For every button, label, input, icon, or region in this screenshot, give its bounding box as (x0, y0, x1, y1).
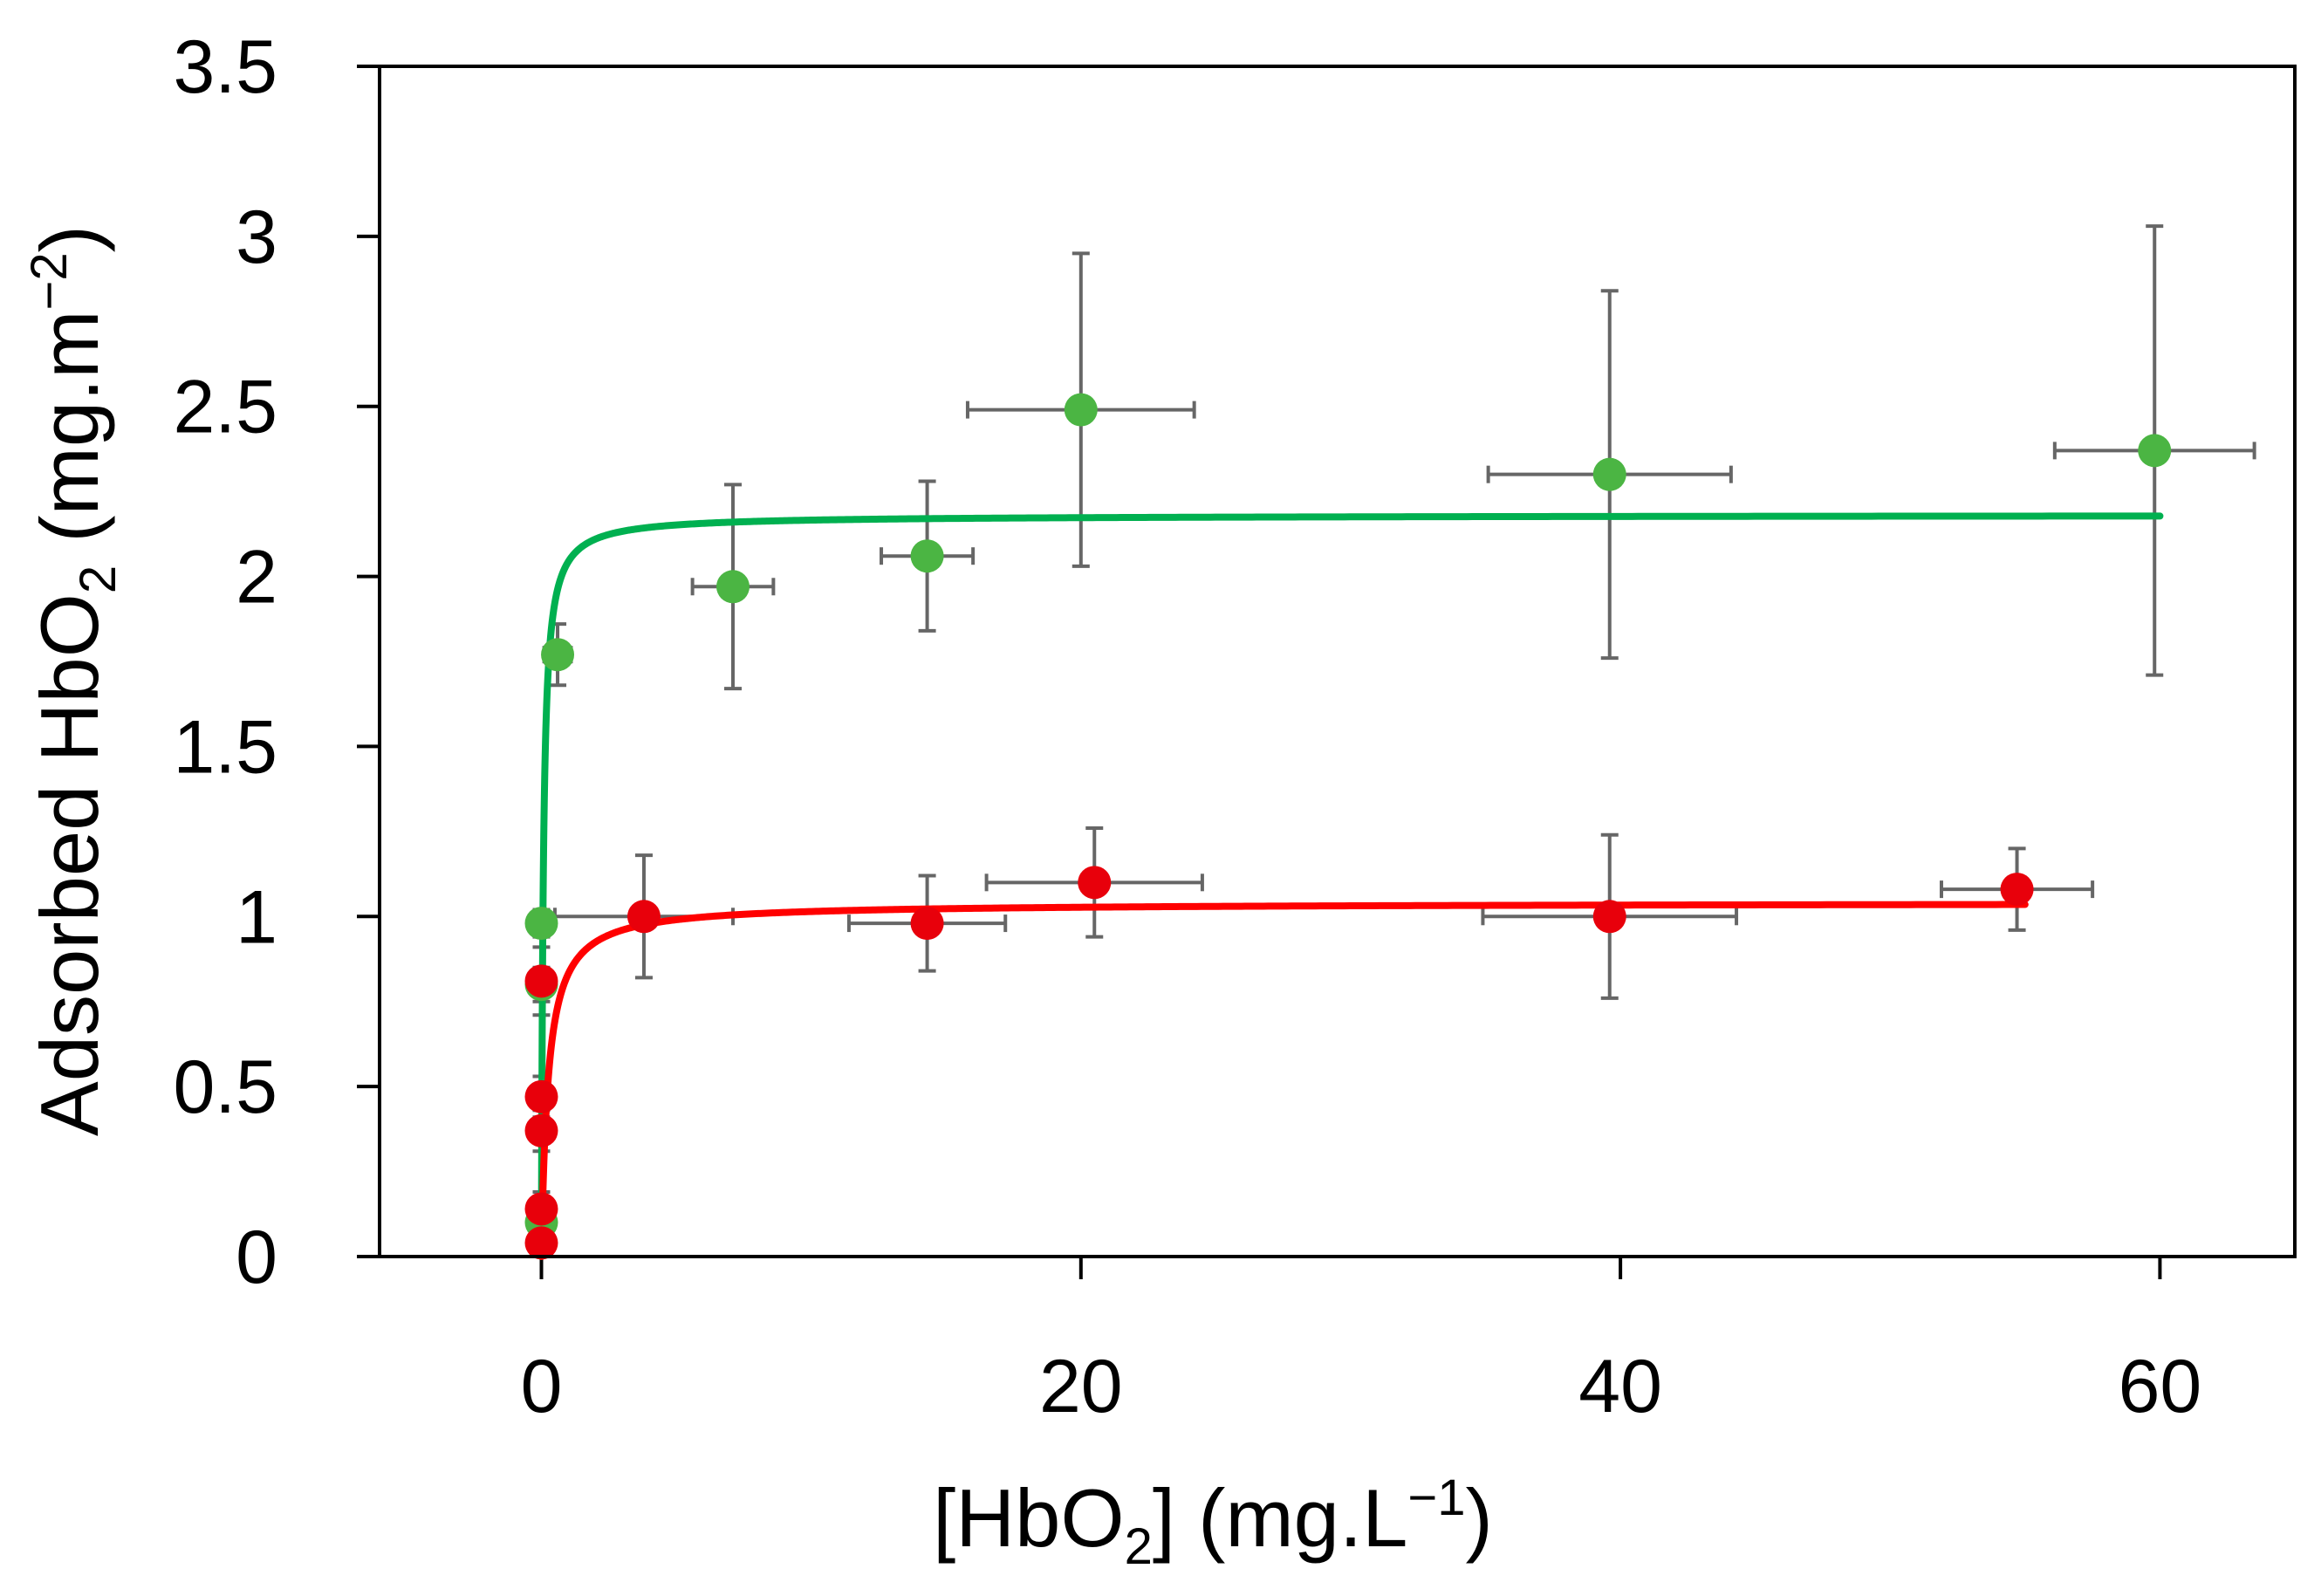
y-label-units: (mg.m (24, 310, 115, 565)
red-data-point (1592, 900, 1626, 934)
x-axis-label: [HbO2] (mg.L−1) (933, 1469, 1493, 1575)
red-data-point (524, 964, 558, 998)
y-tick-label: 1.5 (173, 705, 277, 789)
red-data-point (2000, 873, 2034, 907)
red-fit-line (537, 901, 2029, 1260)
red-data-point (524, 1113, 558, 1147)
x-tick-label: 60 (2119, 1345, 2202, 1428)
x-label-subscript: 2 (1125, 1518, 1153, 1575)
y-axis-ticks: 0 0.5 1 1.5 2 2.5 3 3.5 (173, 25, 380, 1299)
data-points (524, 393, 2172, 1260)
x-label-text: [HbO (933, 1472, 1124, 1564)
green-data-point (541, 638, 575, 672)
y-tick-label: 2 (236, 536, 277, 620)
plot-frame (378, 65, 2297, 1258)
y-tick-label: 0 (236, 1216, 277, 1299)
x-tick-label: 40 (1578, 1345, 1662, 1428)
green-data-point (1064, 393, 1098, 427)
y-tick-label: 0.5 (173, 1045, 277, 1129)
red-data-point (524, 1192, 558, 1226)
x-label-units: ] (mg.L (1153, 1472, 1408, 1564)
x-label-close: ) (1466, 1472, 1493, 1564)
red-data-point (524, 1079, 558, 1113)
red-data-point (626, 900, 661, 934)
y-tick-label: 1 (236, 875, 277, 959)
y-label-superscript: −2 (21, 252, 78, 310)
green-data-point (2138, 434, 2172, 468)
y-tick-label: 3 (236, 195, 277, 279)
green-data-point (1592, 457, 1626, 491)
y-axis-label: Adsorbed HbO2 (mg.m−2) (21, 225, 127, 1136)
red-data-point (1078, 866, 1112, 900)
y-tick-label: 3.5 (173, 25, 277, 109)
y-label-close: ) (24, 225, 115, 252)
green-data-point (910, 539, 944, 573)
y-label-subscript: 2 (70, 565, 127, 593)
red-data-point (910, 907, 944, 941)
x-tick-label: 0 (521, 1345, 563, 1428)
green-data-point (524, 907, 558, 941)
red-data-point (524, 1226, 558, 1260)
green-data-point (715, 570, 750, 604)
y-label-text: Adsorbed HbO (24, 593, 115, 1136)
y-tick-label: 2.5 (173, 366, 277, 449)
x-tick-label: 20 (1039, 1345, 1123, 1428)
x-label-superscript: −1 (1407, 1469, 1465, 1526)
x-axis-ticks: 0 20 40 60 (521, 1257, 2202, 1428)
plot-content (524, 224, 2256, 1260)
